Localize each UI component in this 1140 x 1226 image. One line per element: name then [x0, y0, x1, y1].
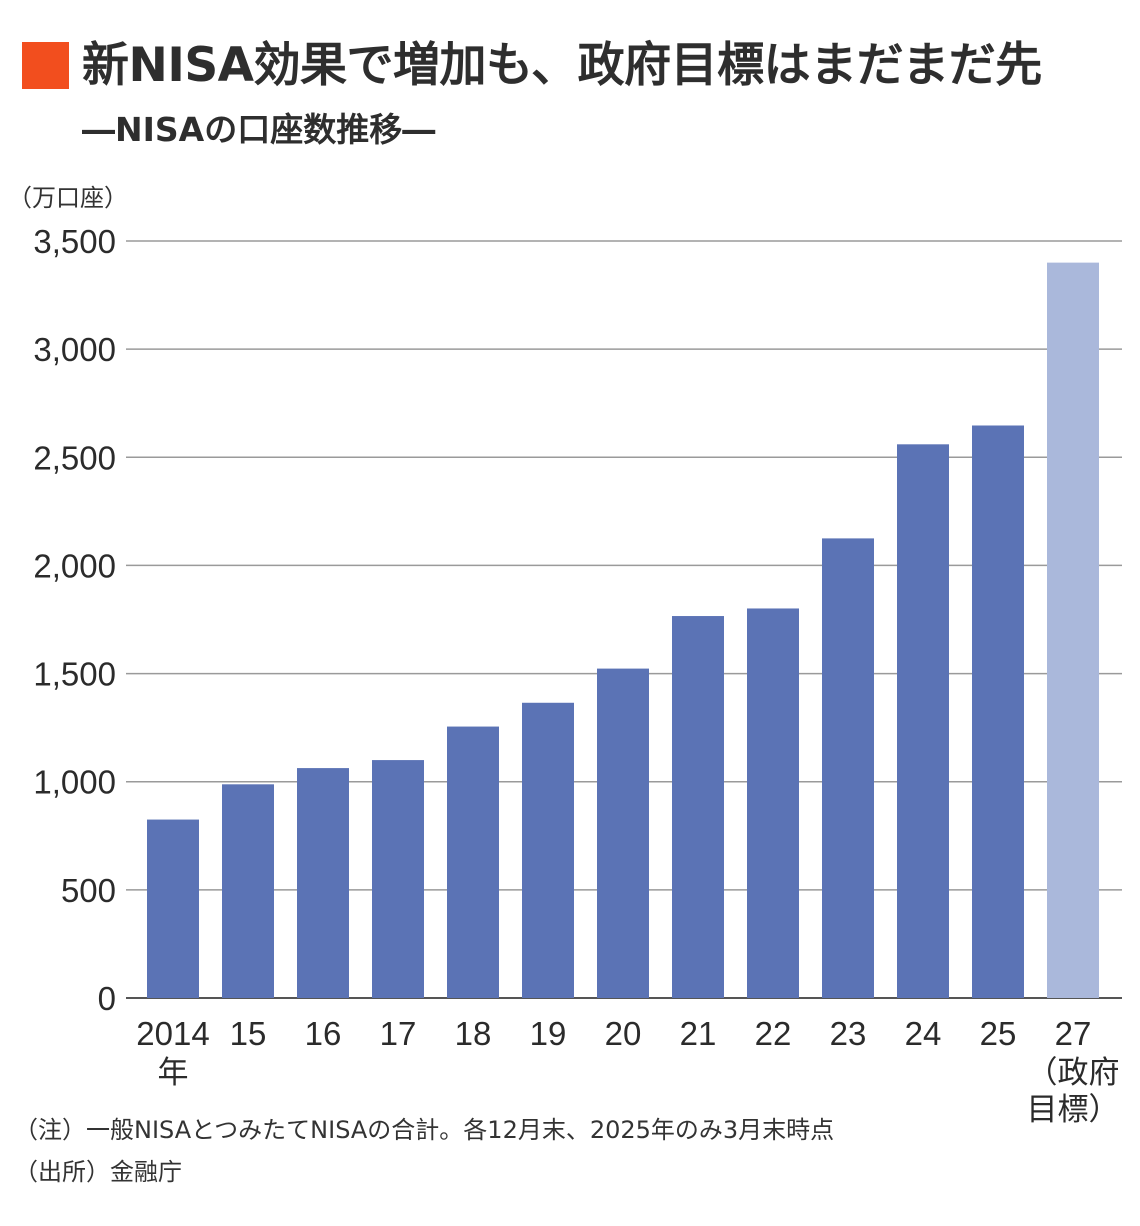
- x-tick-label: 20: [605, 1015, 642, 1052]
- x-tick-sublabel: 目標）: [1027, 1092, 1120, 1128]
- x-tick-label: 18: [455, 1015, 492, 1052]
- y-tick-label: 1,500: [33, 656, 116, 693]
- bar-15: [222, 784, 274, 998]
- y-tick-label: 1,000: [33, 764, 116, 801]
- x-tick-label: 19: [530, 1015, 567, 1052]
- bar-23: [822, 538, 874, 998]
- bar-2014: [147, 819, 199, 998]
- x-tick-label: 2014: [136, 1015, 209, 1052]
- x-tick-sublabel: （政府: [1027, 1055, 1120, 1091]
- y-tick-label: 2,500: [33, 439, 116, 476]
- bar-21: [672, 616, 724, 998]
- x-tick-label: 25: [980, 1015, 1017, 1052]
- y-tick-label: 3,000: [33, 331, 116, 368]
- y-tick-label: 500: [61, 872, 116, 909]
- y-tick-label: 3,500: [33, 223, 116, 260]
- x-tick-label: 15: [230, 1015, 267, 1052]
- bar-22: [747, 608, 799, 998]
- y-tick-label: 0: [98, 980, 116, 1017]
- x-tick-sublabel: 年: [158, 1055, 189, 1091]
- source-note: （出所）金融庁: [14, 1158, 182, 1186]
- bar-20: [597, 668, 649, 998]
- bar-19: [522, 702, 574, 998]
- x-tick-label: 24: [905, 1015, 942, 1052]
- x-tick-label: 21: [680, 1015, 717, 1052]
- x-tick-label: 27: [1055, 1015, 1092, 1052]
- x-tick-label: 17: [380, 1015, 417, 1052]
- chart-subtitle: ―NISAの口座数推移―: [82, 110, 436, 149]
- chart-title: 新NISA効果で増加も、政府目標はまだまだ先: [82, 38, 1042, 93]
- y-tick-label: 2,000: [33, 547, 116, 584]
- bars: [147, 262, 1099, 999]
- y-tick-labels: 0 500 1,000 1,500 2,000 2,500 3,000 3,500: [33, 223, 116, 1017]
- bar-17: [372, 760, 424, 998]
- bar-18: [447, 726, 499, 998]
- x-tick-label: 23: [830, 1015, 867, 1052]
- bar-16: [297, 768, 349, 998]
- footnote: （注）一般NISAとつみたてNISAの合計。各12月末、2025年のみ3月末時点: [14, 1116, 835, 1144]
- title-accent-square: [22, 42, 69, 89]
- bar-24: [897, 444, 949, 998]
- title-block: 新NISA効果で増加も、政府目標はまだまだ先 ―NISAの口座数推移―: [22, 36, 1122, 166]
- x-tick-label: 16: [305, 1015, 342, 1052]
- bar-27: [1047, 262, 1099, 999]
- bar-25: [972, 425, 1024, 998]
- x-tick-label: 22: [755, 1015, 792, 1052]
- y-axis-unit-label: （万口座）: [8, 184, 128, 212]
